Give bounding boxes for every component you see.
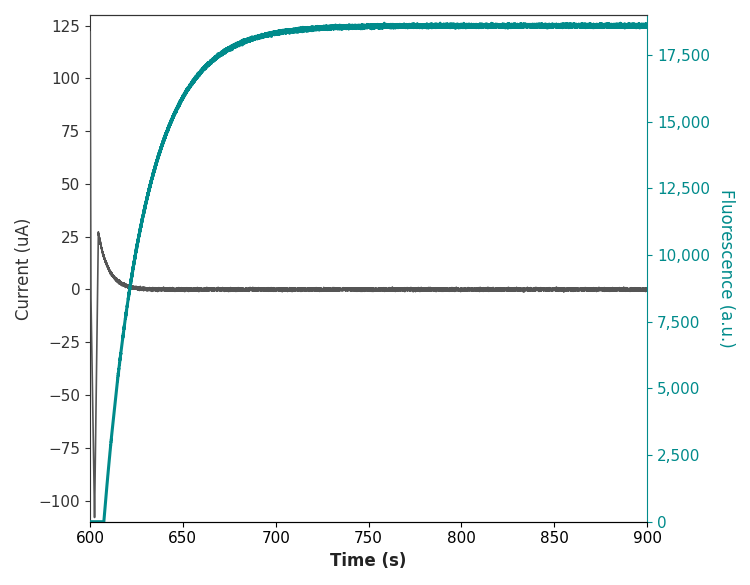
X-axis label: Time (s): Time (s) (331, 552, 406, 570)
Y-axis label: Fluorescence (a.u.): Fluorescence (a.u.) (717, 189, 735, 347)
Y-axis label: Current (uA): Current (uA) (15, 217, 33, 319)
